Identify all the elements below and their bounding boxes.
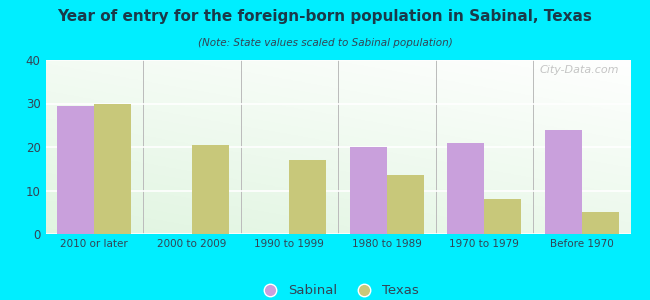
Bar <box>289 160 326 234</box>
Bar <box>447 143 484 234</box>
Bar <box>545 130 582 234</box>
Bar <box>94 103 131 234</box>
Text: City-Data.com: City-Data.com <box>540 65 619 75</box>
Bar <box>57 106 94 234</box>
Legend: Sabinal, Texas: Sabinal, Texas <box>252 279 424 300</box>
Text: Year of entry for the foreign-born population in Sabinal, Texas: Year of entry for the foreign-born popul… <box>58 9 592 24</box>
Bar <box>192 145 229 234</box>
Bar <box>484 199 521 234</box>
Bar <box>387 175 424 234</box>
Bar <box>350 147 387 234</box>
Text: (Note: State values scaled to Sabinal population): (Note: State values scaled to Sabinal po… <box>198 38 452 47</box>
Bar <box>582 212 619 234</box>
